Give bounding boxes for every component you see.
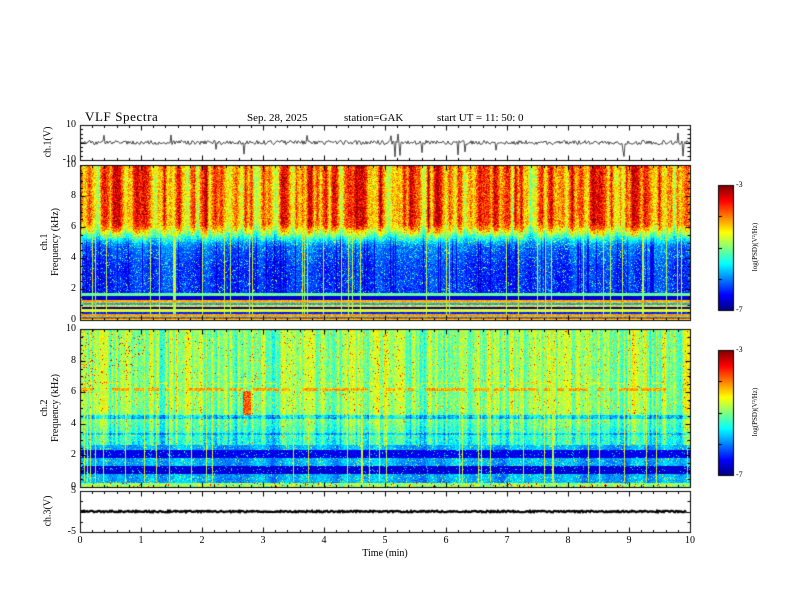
y-tick-label: 8	[71, 354, 76, 366]
y-tick-label: 10	[66, 323, 76, 334]
x-tick-label: 5	[382, 535, 388, 546]
ch1-label-text: ch.1	[39, 233, 50, 251]
x-tick-label: 6	[443, 535, 449, 546]
x-tick-label: 3	[260, 535, 266, 546]
y-tick-label: -10	[62, 154, 76, 165]
ch3-voltage-axis-text: ch.3(V)	[42, 495, 54, 527]
y-tick-label: -5	[67, 526, 76, 537]
colorbar2-axis-label: log(PSD)(V²/Hz)	[751, 387, 759, 437]
x-tick-label: 2	[199, 535, 205, 546]
ch1-voltage-axis-label: ch.1(V)	[43, 127, 54, 158]
start-ut-label: start UT = 11: 50: 0	[437, 112, 524, 124]
y-tick-label: 2	[71, 283, 76, 294]
station-label: station=GAK	[344, 112, 404, 124]
x-tick-label: 7	[504, 535, 510, 546]
x-tick-label: 10	[685, 535, 695, 546]
colorbar-tick-label: -7	[736, 470, 743, 479]
y-tick-label: 4	[71, 252, 76, 263]
y-tick-label: 4	[71, 417, 76, 429]
y-tick-label: 0	[71, 314, 76, 325]
ch1-frequency-text: Frequency (kHz)	[50, 207, 61, 277]
ch1-frequency-axis-label: ch.1 Frequency (kHz)	[39, 208, 61, 276]
y-tick-label: 2	[71, 449, 76, 461]
colorbar-tick-label: -3	[736, 180, 743, 189]
y-tick-label: 6	[71, 221, 76, 232]
x-tick-label: 9	[626, 535, 632, 546]
colorbar-tick-label: -7	[736, 305, 743, 314]
time-axis-label: Time (min)	[362, 548, 408, 559]
ch2-frequency-text: Frequency (kHz)	[50, 373, 61, 443]
date-label: Sep. 28, 2025	[247, 112, 308, 124]
x-tick-label: 1	[138, 535, 144, 546]
y-tick-label: 0	[71, 481, 76, 492]
x-tick-label: 0	[77, 535, 83, 546]
x-tick-label: 8	[565, 535, 571, 546]
colorbar1-axis-label: log(PSD)(V²/Hz)	[751, 222, 759, 272]
ch2-frequency-axis-label: ch.2 Frequency (kHz)	[39, 374, 61, 442]
colorbar-tick-label: -3	[736, 345, 743, 354]
y-tick-label: 5	[71, 485, 76, 496]
x-tick-label: 4	[321, 535, 327, 546]
ch2-label-text: ch.2	[39, 399, 50, 417]
y-tick-label: 8	[71, 190, 76, 201]
figure-title: VLF Spectra	[85, 109, 159, 124]
y-tick-label: 10	[66, 159, 76, 170]
y-tick-label: 6	[71, 386, 76, 398]
y-tick-label: 10	[66, 119, 76, 130]
ch1-voltage-axis-text: ch.1(V)	[42, 126, 54, 158]
ch3-voltage-axis-label: ch.3(V)	[43, 496, 54, 527]
